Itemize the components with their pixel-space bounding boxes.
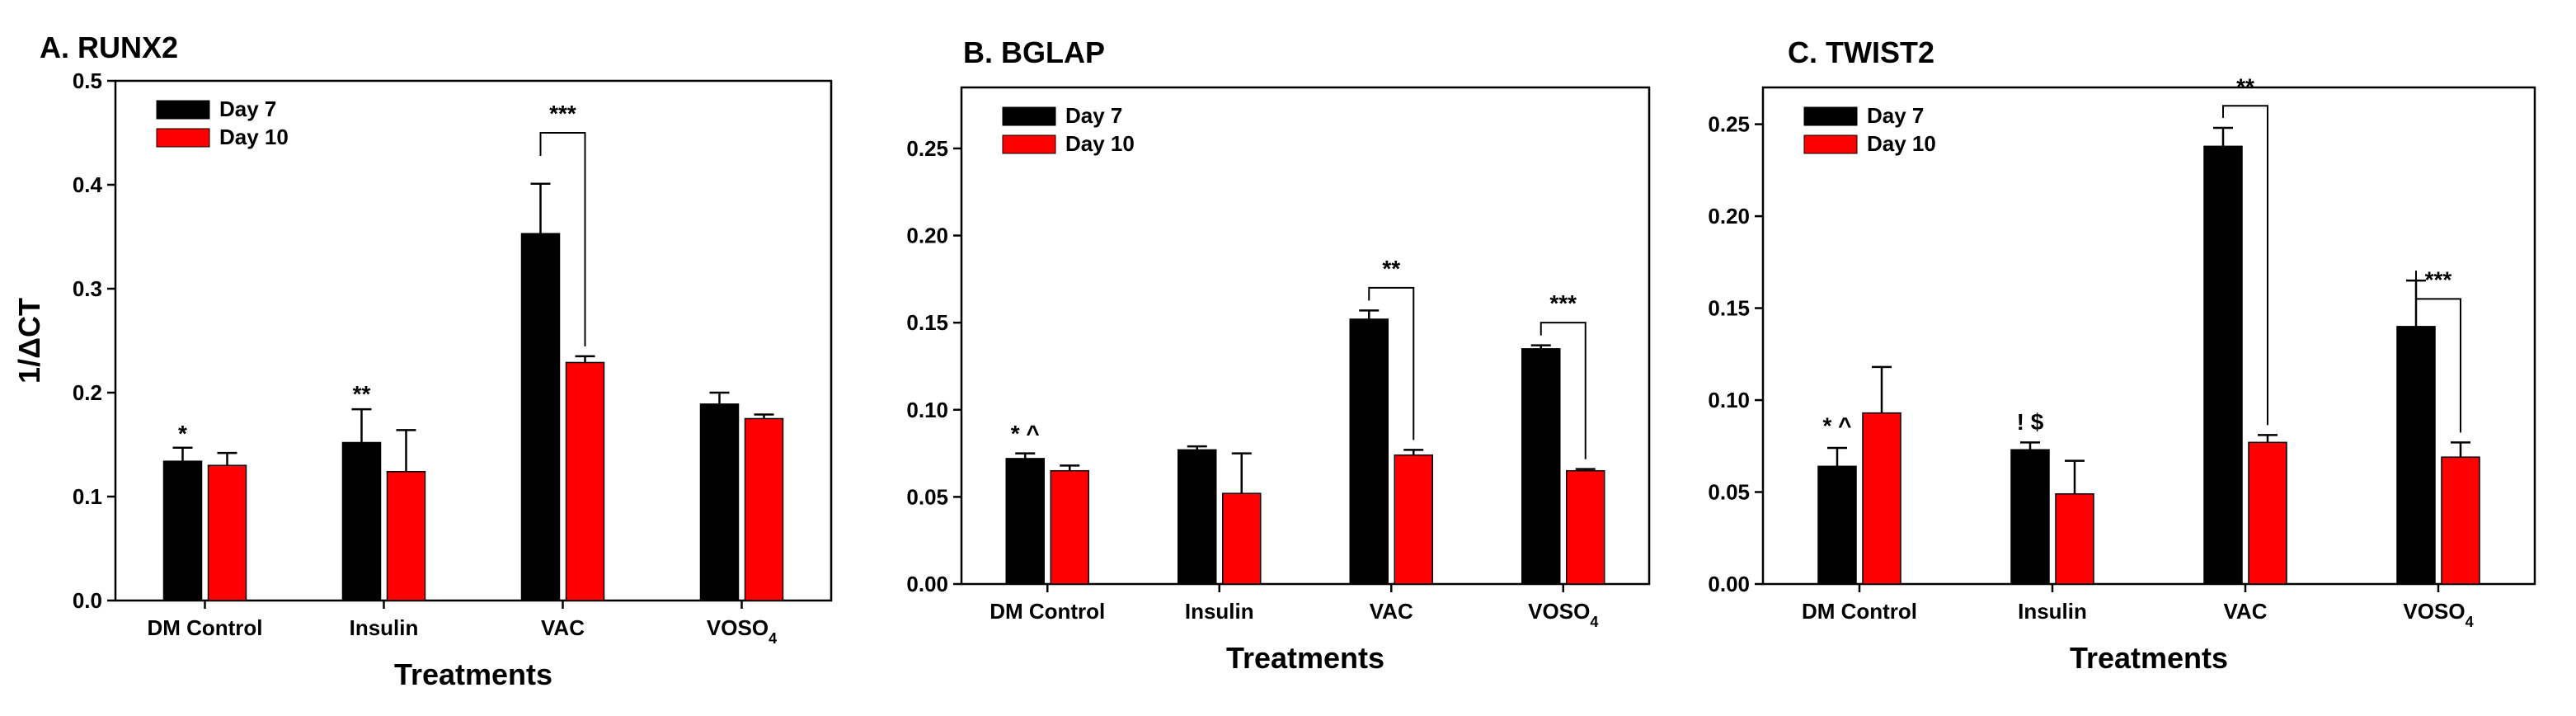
chart-3: C. TWIST2 0.00 0.05 0.10 0.15 0.20 0.25 DM Cont… xyxy=(1708,35,2536,675)
bar xyxy=(341,441,382,601)
legend-swatch xyxy=(1002,134,1056,154)
x-tick-label: VAC xyxy=(541,615,585,640)
significance-bracket-label: *** xyxy=(549,101,576,126)
x-axis-label: Treatments xyxy=(1226,641,1384,675)
bar xyxy=(2396,326,2436,585)
legend-swatch xyxy=(1803,106,1858,126)
x-tick-label: Insulin xyxy=(2018,599,2087,624)
y-tick-label: 0.20 xyxy=(1708,204,1750,228)
x-tick-label: VOSO4 xyxy=(1528,599,1598,630)
bar xyxy=(1862,412,1901,585)
significance-mark: ** xyxy=(353,381,371,407)
y-tick-label: 0.10 xyxy=(906,398,948,422)
legend-entry: Day 7 xyxy=(1867,103,1924,128)
legend-entry: Day 7 xyxy=(219,97,276,121)
y-axis-label: 1/ΔCT xyxy=(12,298,46,384)
legend-swatch xyxy=(156,100,210,120)
significance-bracket-label: *** xyxy=(1549,290,1577,316)
legend-entry: Day 10 xyxy=(219,125,289,149)
bar xyxy=(2441,456,2480,585)
bar xyxy=(1178,449,1217,585)
bar xyxy=(2248,441,2287,585)
significance-mark: * xyxy=(178,421,187,446)
x-tick-label: VAC xyxy=(1370,599,1413,624)
x-tick-label: VOSO4 xyxy=(2403,599,2473,630)
bar xyxy=(1349,318,1389,585)
significance-bracket xyxy=(1539,322,1586,459)
chart-1: A. RUNX2 0.0 0.1 0.2 0.3 0.4 0.5 1/ΔCT DM Contro… xyxy=(12,31,833,691)
significance-bracket xyxy=(2222,105,2268,426)
bar xyxy=(699,403,740,601)
bar xyxy=(2203,145,2243,585)
y-tick-label: 0.15 xyxy=(1708,296,1750,321)
y-tick-label: 0.00 xyxy=(906,572,948,596)
significance-bracket-label: ** xyxy=(1382,256,1400,281)
y-tick-label: 0.00 xyxy=(1708,572,1750,596)
y-tick-label: 0.25 xyxy=(1708,112,1750,137)
bar xyxy=(744,417,784,601)
x-axis-label: Treatments xyxy=(2070,641,2228,675)
y-tick-label: 0.05 xyxy=(906,484,948,509)
y-tick-label: 0.10 xyxy=(1708,388,1750,412)
x-tick-label: DM Control xyxy=(147,615,262,640)
significance-bracket xyxy=(1368,286,1415,440)
bar xyxy=(1566,469,1605,585)
chart-title: C. TWIST2 xyxy=(1788,35,1934,69)
x-axis-label: Treatments xyxy=(394,657,552,691)
chart-title: B. BGLAP xyxy=(963,35,1105,69)
significance-mark: ! $ xyxy=(2017,409,2044,435)
bar xyxy=(1222,492,1262,585)
y-tick-label: 0.2 xyxy=(73,380,102,405)
significance-bracket-label: ** xyxy=(2236,73,2254,99)
y-tick-label: 0.1 xyxy=(73,484,102,509)
significance-bracket xyxy=(539,132,586,346)
x-tick-label: Insulin xyxy=(1185,599,1254,624)
legend-swatch xyxy=(156,128,210,148)
x-tick-label: DM Control xyxy=(990,599,1105,624)
y-tick-label: 0.05 xyxy=(1708,480,1750,505)
y-tick-label: 0.3 xyxy=(73,276,102,301)
bar xyxy=(1394,454,1433,585)
x-tick-label: DM Control xyxy=(1802,599,1917,624)
significance-mark: * ^ xyxy=(1011,421,1040,446)
y-tick-label: 0.25 xyxy=(906,136,948,161)
legend-entry: Day 10 xyxy=(1065,131,1135,156)
y-tick-label: 0.5 xyxy=(73,68,102,93)
y-tick-label: 0.0 xyxy=(73,588,102,613)
legend-swatch xyxy=(1002,106,1056,126)
significance-mark: * ^ xyxy=(1822,413,1851,439)
bar xyxy=(1050,469,1089,585)
bar xyxy=(2055,492,2094,585)
bar xyxy=(1817,465,1857,585)
x-tick-label: VOSO4 xyxy=(707,615,777,647)
bar xyxy=(520,233,561,601)
chart-title: A. RUNX2 xyxy=(40,31,178,64)
y-tick-label: 0.4 xyxy=(73,172,103,197)
bar xyxy=(2010,449,2050,585)
bar xyxy=(207,464,247,601)
bar xyxy=(386,471,426,601)
bar xyxy=(1521,348,1561,585)
bar xyxy=(565,361,605,601)
significance-bracket-label: *** xyxy=(2425,266,2452,292)
legend-entry: Day 7 xyxy=(1065,103,1122,128)
bar xyxy=(162,460,203,601)
significance-bracket xyxy=(2415,271,2461,433)
y-tick-label: 0.15 xyxy=(906,310,948,335)
plot-frame xyxy=(114,79,833,602)
bar xyxy=(1005,458,1045,585)
plot-frame xyxy=(1761,86,2536,586)
plot-frame xyxy=(960,86,1651,586)
legend-entry: Day 10 xyxy=(1867,131,1936,156)
chart-2: B. BGLAP 0.00 0.05 0.10 0.15 0.20 0.25 DM Contr… xyxy=(906,35,1651,675)
legend-swatch xyxy=(1803,134,1858,154)
y-tick-label: 0.20 xyxy=(906,224,948,248)
x-tick-label: VAC xyxy=(2224,599,2268,624)
x-tick-label: Insulin xyxy=(350,615,419,640)
